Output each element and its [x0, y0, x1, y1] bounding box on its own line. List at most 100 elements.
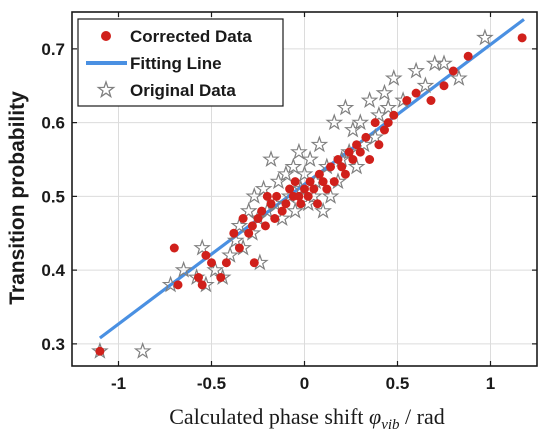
y-tick-label: 0.4: [41, 261, 65, 280]
original-data-point: [290, 142, 308, 160]
original-data-point: [174, 260, 193, 278]
corrected-data-point: [290, 177, 300, 187]
corrected-data-point: [426, 96, 436, 105]
original-data-point: [325, 113, 344, 131]
corrected-data-point: [169, 243, 179, 253]
legend: Corrected Data Fitting Line Original Dat…: [77, 18, 284, 107]
y-tick-label: 0.3: [41, 335, 65, 354]
original-data-point: [360, 91, 379, 109]
y-tick-label: 0.7: [41, 40, 65, 59]
y-axis-label: Transition probability: [6, 91, 29, 305]
original-data-point: [375, 83, 394, 101]
corrected-data-point: [238, 214, 248, 223]
original-data-point: [193, 238, 212, 256]
corrected-data-point: [389, 110, 399, 120]
corrected-data-layer: [95, 33, 527, 356]
corrected-data-point: [95, 346, 105, 356]
x-axis-label: Calculated phase shift φvib / rad: [169, 404, 444, 433]
original-data-point: [286, 201, 305, 219]
original-data-point: [206, 260, 225, 278]
tick-layer: -1 -0.5 0 0.5 1 0.3 0.4 0.5 0.6 0.7: [41, 12, 537, 393]
corrected-data-point: [402, 96, 412, 105]
corrected-data-point: [383, 118, 393, 128]
corrected-data-point: [262, 191, 272, 201]
original-data-point: [379, 98, 398, 116]
corrected-data-point: [272, 191, 282, 201]
corrected-data-point: [448, 66, 458, 76]
corrected-data-point: [216, 273, 226, 282]
x-tick-label: -0.5: [197, 374, 226, 393]
corrected-data-point: [344, 147, 354, 157]
corrected-data-point: [370, 118, 380, 128]
corrected-data-point: [333, 155, 343, 164]
corrected-data-point: [260, 221, 270, 231]
original-data-point: [310, 135, 329, 153]
corrected-data-point: [201, 250, 211, 260]
original-data-point: [133, 341, 152, 359]
corrected-data-point: [439, 81, 449, 91]
corrected-data-point: [361, 132, 371, 142]
original-data-point: [269, 172, 288, 190]
x-tick-label: 0: [300, 374, 309, 393]
x-tick-label: 0.5: [386, 374, 410, 393]
y-tick-label: 0.6: [41, 114, 65, 133]
corrected-data-point: [207, 258, 216, 268]
original-data-point: [450, 69, 468, 86]
x-tick-label: 1: [486, 374, 495, 393]
corrected-data-point: [281, 199, 291, 209]
corrected-data-point: [340, 169, 350, 179]
original-data-point: [321, 187, 340, 204]
original-data-layer: [91, 28, 494, 359]
original-data-point: [277, 164, 295, 182]
corrected-data-point: [253, 214, 263, 223]
corrected-data-point: [314, 169, 324, 179]
corrected-data-point: [257, 206, 267, 216]
corrected-data-point: [173, 280, 183, 290]
corrected-data-point: [379, 125, 389, 135]
original-data-point: [295, 164, 314, 182]
original-data-point: [384, 69, 403, 86]
original-data-point: [314, 201, 332, 219]
original-data-point: [351, 113, 370, 131]
x-tick-label: -1: [111, 374, 126, 393]
corrected-data-point: [463, 51, 473, 61]
corrected-data-point: [303, 191, 313, 201]
corrected-data-point: [244, 228, 254, 238]
corrected-data-point: [352, 140, 362, 150]
legend-corrected-label: Corrected Data: [130, 27, 252, 46]
original-data-point: [407, 61, 425, 79]
x-axis-label-text: Calculated phase shift: [169, 404, 369, 429]
corrected-data-point: [355, 147, 365, 157]
corrected-data-point: [322, 184, 332, 194]
original-data-point: [435, 54, 453, 72]
original-data-point: [476, 28, 494, 46]
original-data-point: [343, 120, 362, 138]
x-axis-label-symbol: φ: [369, 404, 381, 429]
original-data-point: [254, 179, 273, 197]
corrected-data-point: [294, 191, 304, 201]
corrected-data-point: [326, 162, 336, 172]
legend-corrected-marker: [101, 31, 111, 41]
original-data-point: [221, 246, 239, 263]
original-data-point: [226, 231, 245, 249]
corrected-data-point: [247, 221, 257, 231]
corrected-data-point: [329, 177, 339, 187]
corrected-data-point: [374, 140, 384, 150]
corrected-data-point: [300, 184, 309, 194]
corrected-data-point: [285, 184, 295, 194]
corrected-data-point: [348, 155, 358, 164]
corrected-data-point: [277, 206, 287, 216]
corrected-data-point: [365, 155, 375, 164]
legend-fit-label: Fitting Line: [130, 54, 222, 73]
x-axis-label-subscript: vib: [381, 417, 400, 433]
original-data-point: [262, 150, 280, 168]
corrected-data-point: [266, 199, 276, 209]
original-data-point: [301, 150, 319, 168]
corrected-data-point: [249, 258, 259, 268]
original-data-point: [416, 76, 435, 94]
corrected-data-point: [517, 33, 527, 43]
corrected-data-point: [411, 88, 421, 98]
legend-original-marker: [96, 80, 116, 99]
